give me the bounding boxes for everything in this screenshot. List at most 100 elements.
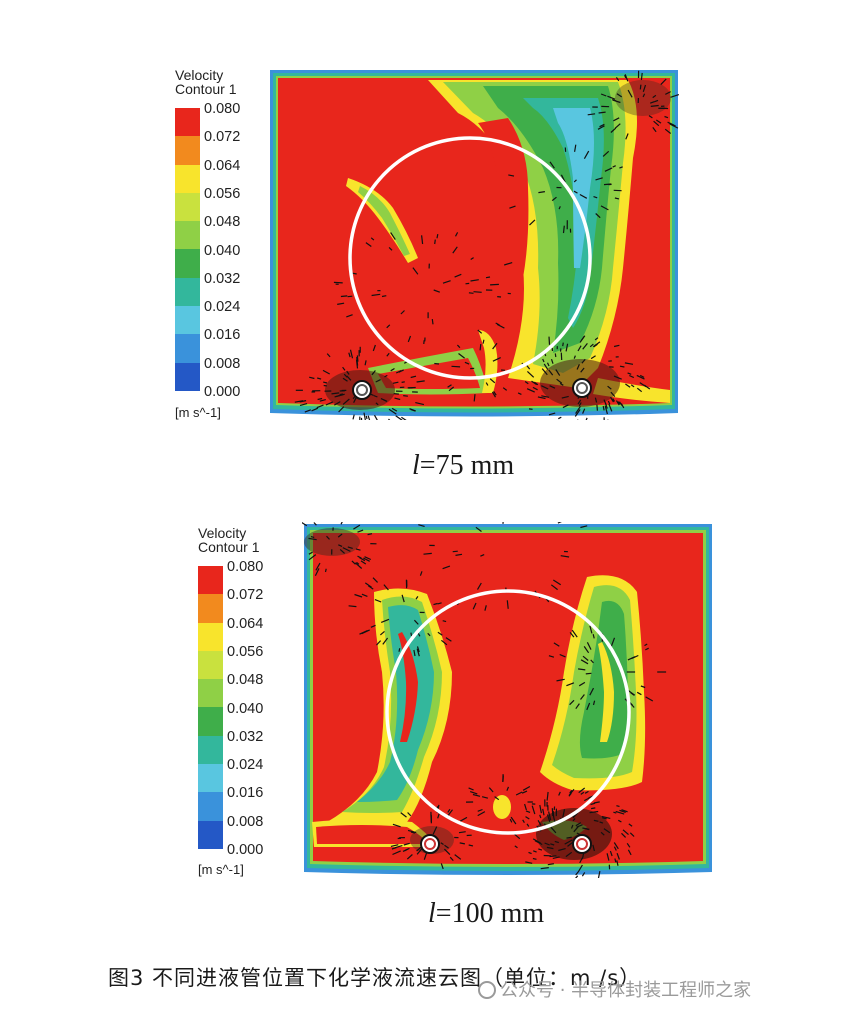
velocity-vector (388, 246, 393, 251)
velocity-vector (514, 845, 518, 849)
velocity-vector (456, 344, 461, 349)
velocity-vector (521, 790, 528, 794)
velocity-vector (392, 381, 399, 384)
subtitle-value-1: =75 mm (419, 450, 515, 481)
velocity-vector (517, 392, 522, 395)
velocity-vector (541, 385, 549, 390)
velocity-vector (578, 787, 586, 794)
velocity-vector (452, 550, 458, 553)
legend-tick-label: 0.040 (204, 242, 241, 259)
velocity-vector (352, 414, 355, 420)
velocity-vector (427, 632, 431, 637)
velocity-vector (481, 796, 489, 799)
velocity-vector (375, 379, 381, 383)
legend-tick-label: 0.064 (204, 157, 241, 174)
colorbar-segment (175, 277, 200, 307)
legend-tick-label: 0.080 (227, 559, 264, 575)
velocity-vector (364, 360, 367, 366)
inlet-pipe-right-inner (576, 382, 588, 394)
velocity-vector (597, 125, 605, 130)
velocity-vector (319, 399, 326, 402)
velocity-vector (573, 179, 577, 183)
velocity-vector (622, 829, 629, 836)
velocity-vector (317, 397, 323, 401)
velocity-vector (326, 353, 331, 358)
velocity-vector (440, 842, 444, 845)
velocity-vector (592, 844, 595, 852)
plume-cyan (553, 108, 594, 268)
velocity-vector (619, 809, 626, 813)
velocity-vector (600, 831, 605, 836)
velocity-vector (302, 522, 308, 527)
velocity-vector (454, 273, 462, 278)
velocity-vector (599, 821, 604, 824)
velocity-vector (642, 93, 646, 98)
velocity-vector (309, 376, 315, 380)
velocity-vector (371, 370, 376, 375)
velocity-vector (437, 631, 443, 636)
velocity-vector (410, 831, 416, 834)
bottom-jet-left-core (378, 358, 480, 389)
velocity-vector (339, 393, 344, 396)
velocity-vector (570, 824, 574, 829)
velocity-vector (577, 345, 582, 352)
velocity-vector (538, 191, 545, 194)
velocity-vector (566, 682, 575, 687)
velocity-vector (502, 387, 508, 391)
plume-red-core (478, 118, 529, 358)
velocity-vector (324, 568, 327, 573)
velocity-vector (477, 811, 486, 817)
velocity-vector (610, 127, 617, 133)
velocity-vector (410, 375, 417, 379)
subtitle-var-1: l (412, 450, 420, 481)
legend-tick-label: 0.040 (227, 700, 264, 717)
legend-tick-label: 0.032 (204, 270, 241, 287)
velocity-vector (406, 854, 413, 860)
velocity-vector (314, 568, 320, 577)
velocity-vector (625, 133, 629, 140)
velocity-vector (558, 848, 566, 852)
velocity-vector (555, 369, 561, 376)
velocity-vector (618, 819, 622, 823)
legend-tick-label: 0.080 (204, 101, 241, 117)
velocity-vector (331, 392, 340, 395)
velocity-vector (491, 391, 497, 398)
velocity-vector (644, 643, 648, 647)
velocity-vector (524, 381, 529, 385)
velocity-vector (342, 398, 350, 405)
colorbar-segment (175, 108, 200, 137)
velocity-vector (522, 819, 525, 824)
velocity-vector (534, 840, 543, 846)
wafer-outline (348, 136, 592, 380)
velocity-vector (522, 785, 531, 791)
velocity-vector (575, 822, 582, 827)
velocity-vector (550, 826, 557, 834)
velocity-vector (604, 402, 608, 409)
velocity-vector (479, 344, 482, 351)
velocity-vector (528, 851, 532, 855)
velocity-vector (559, 382, 564, 386)
velocity-vector (594, 397, 598, 403)
colorbar-segment (198, 679, 223, 708)
velocity-vector (388, 408, 397, 415)
velocity-vector (578, 864, 583, 872)
velocity-vector (607, 95, 616, 100)
velocity-vector (445, 637, 452, 642)
velocity-vector (664, 128, 672, 134)
velocity-vector (577, 399, 582, 405)
velocity-vector (580, 791, 585, 795)
velocity-vector (413, 619, 419, 625)
velocity-vector (418, 524, 425, 527)
velocity-vector (593, 819, 599, 822)
velocity-vector (489, 378, 496, 384)
velocity-vector (364, 582, 372, 588)
velocity-vector (367, 533, 373, 536)
velocity-vector (573, 355, 576, 359)
legend-unit-1: [m s^-1] (175, 405, 221, 420)
velocity-vector (636, 387, 643, 393)
velocity-vector (333, 401, 341, 406)
velocity-vector (400, 310, 405, 315)
velocity-vector (375, 402, 379, 406)
velocity-vectors-1 (294, 70, 680, 420)
velocity-vector (340, 522, 343, 525)
